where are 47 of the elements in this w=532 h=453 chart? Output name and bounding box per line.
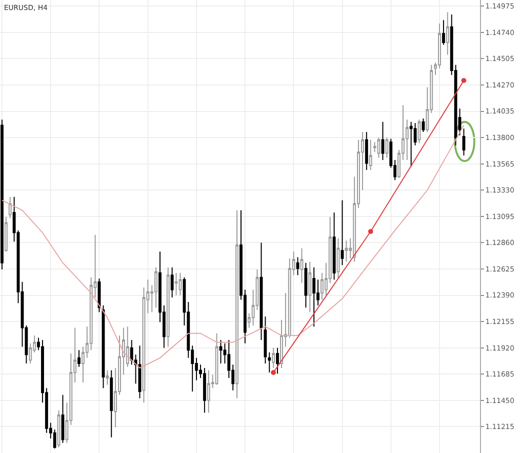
candlestick — [203, 367, 206, 414]
candlestick — [102, 304, 105, 389]
candlestick — [264, 316, 267, 364]
point — [270, 370, 276, 375]
candlestick — [304, 262, 308, 308]
candlestick — [57, 410, 60, 448]
candlestick — [296, 256, 300, 276]
candlestick — [207, 370, 210, 414]
candlestick — [77, 350, 80, 368]
candlestick — [446, 12, 450, 56]
candlestick — [385, 137, 388, 158]
candlestick — [235, 210, 238, 399]
candlestick — [260, 242, 263, 341]
candlestick — [442, 20, 446, 46]
candlestick — [174, 272, 178, 296]
point — [461, 78, 466, 84]
candlestick — [170, 266, 174, 298]
candlestick — [110, 370, 113, 438]
candlestick — [336, 238, 340, 280]
candlestick — [106, 370, 109, 386]
candlestick — [215, 332, 218, 386]
candlestick — [178, 272, 182, 296]
candlestick — [300, 248, 304, 284]
candlestick — [272, 347, 275, 368]
candlestick — [166, 266, 170, 348]
candlestick — [4, 216, 8, 252]
candlestick — [340, 200, 344, 266]
candlestick — [344, 240, 348, 262]
candlestick — [8, 196, 12, 219]
line-series — [2, 124, 464, 368]
candlestick — [365, 131, 368, 171]
candlestick — [308, 261, 312, 313]
point — [368, 229, 374, 234]
candlestick — [219, 340, 222, 364]
candlestick — [332, 212, 336, 280]
candlestick — [381, 121, 384, 160]
candlestick — [268, 352, 271, 373]
candlestick — [369, 139, 372, 171]
candlestick — [138, 345, 142, 399]
candlestick — [422, 118, 425, 132]
candlestick — [410, 121, 413, 168]
candlestick — [462, 128, 466, 156]
candlestick — [61, 394, 64, 444]
candlestick — [154, 266, 158, 308]
candlestick — [276, 347, 279, 374]
candlestick — [377, 137, 380, 158]
candlestick — [312, 266, 316, 328]
